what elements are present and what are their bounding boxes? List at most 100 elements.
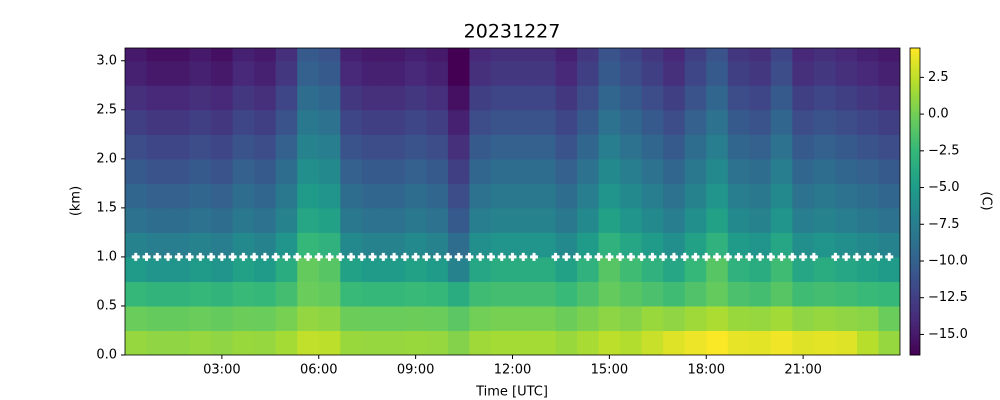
heatmap-cell xyxy=(146,134,169,160)
colorbar-segment xyxy=(910,150,920,154)
heatmap-cell xyxy=(835,281,858,307)
heatmap-cell xyxy=(275,60,298,86)
colorbar-segment xyxy=(910,58,920,62)
heatmap-cell xyxy=(383,109,406,135)
heatmap-cell xyxy=(813,256,836,282)
heatmap-cell xyxy=(835,183,858,209)
heatmap-cell xyxy=(620,158,643,184)
heatmap-cell xyxy=(426,134,449,160)
heatmap-cell xyxy=(598,330,621,355)
heatmap-cell xyxy=(749,305,772,331)
heatmap-cell xyxy=(641,109,664,135)
overlay-point xyxy=(303,252,312,261)
overlay-point xyxy=(766,252,775,261)
heatmap-cell xyxy=(125,60,148,86)
colorbar-segment xyxy=(910,293,920,297)
colorbar-segment xyxy=(910,175,920,179)
heatmap-cell xyxy=(168,256,191,282)
heatmap-cell xyxy=(813,232,836,258)
heatmap-cell xyxy=(146,109,169,135)
colorbar-segment xyxy=(910,140,920,144)
overlay-point xyxy=(713,252,722,261)
overlay-point xyxy=(185,252,194,261)
overlay-point xyxy=(530,252,539,261)
heatmap-cell xyxy=(620,232,643,258)
colorbar-segment xyxy=(910,303,920,307)
heatmap-cell xyxy=(577,207,600,233)
heatmap-cell xyxy=(835,109,858,135)
heatmap-cell xyxy=(340,207,363,233)
heatmap-cell xyxy=(770,85,793,111)
colorbar-segment xyxy=(910,314,920,318)
y-tick-label: 0.5 xyxy=(96,298,117,313)
colorbar-segment xyxy=(910,65,920,69)
overlay-point xyxy=(680,252,689,261)
colorbar-segment xyxy=(910,145,920,149)
overlay-point xyxy=(476,252,485,261)
heatmap-cell xyxy=(684,281,707,307)
heatmap-cell xyxy=(146,330,169,355)
colorbar-segment xyxy=(910,331,920,336)
colorbar-segment xyxy=(910,173,920,177)
heatmap-cell xyxy=(856,305,879,331)
colorbar-segment xyxy=(910,257,920,261)
heatmap-cell xyxy=(275,134,298,160)
heatmap-cell xyxy=(125,281,148,307)
heatmap-cell xyxy=(512,60,535,86)
heatmap-cell xyxy=(749,330,772,355)
heatmap-cell xyxy=(168,48,191,62)
heatmap-cell xyxy=(727,134,750,160)
heatmap-cell xyxy=(727,183,750,209)
colorbar-segment xyxy=(910,204,920,208)
heatmap-cell xyxy=(792,60,815,86)
colorbar-segment xyxy=(910,339,920,343)
heatmap-cell xyxy=(706,232,729,258)
colorbar-segment xyxy=(910,86,920,90)
heatmap-cell xyxy=(383,48,406,62)
heatmap-cell xyxy=(813,48,836,62)
heatmap-cell xyxy=(490,85,513,111)
colorbar-label: (C) xyxy=(979,191,994,210)
colorbar-segment xyxy=(910,188,920,192)
overlay-point xyxy=(863,252,872,261)
heatmap-cell xyxy=(232,109,255,135)
heatmap-cell xyxy=(211,60,234,86)
colorbar-segment xyxy=(910,273,920,277)
heatmap-cell xyxy=(189,48,212,62)
colorbar-segment xyxy=(910,137,920,141)
overlay-point xyxy=(702,252,711,261)
heatmap-cell xyxy=(577,134,600,160)
colorbar-segment xyxy=(910,193,920,197)
colorbar-segment xyxy=(910,94,920,98)
heatmap-cell xyxy=(792,183,815,209)
colorbar-segment xyxy=(910,96,920,100)
heatmap-cell xyxy=(770,158,793,184)
colorbar-segment xyxy=(910,252,920,256)
y-tick-label: 2.5 xyxy=(96,102,117,117)
overlay-point xyxy=(605,252,614,261)
heatmap-cell xyxy=(598,134,621,160)
heatmap-cell xyxy=(211,330,234,355)
overlay-point xyxy=(368,252,377,261)
overlay-point xyxy=(400,252,409,261)
heatmap-cell xyxy=(146,207,169,233)
heatmap-cell xyxy=(211,85,234,111)
heatmap-cell xyxy=(490,232,513,258)
overlay-point xyxy=(562,252,571,261)
heatmap-cell xyxy=(706,109,729,135)
heatmap-cell xyxy=(297,207,320,233)
heatmap-cell xyxy=(856,330,879,355)
heatmap-cell xyxy=(706,207,729,233)
heatmap-cell xyxy=(813,207,836,233)
heatmap-cell xyxy=(684,256,707,282)
colorbar-segment xyxy=(910,326,920,330)
colorbar-segment xyxy=(910,60,920,64)
heatmap-cell xyxy=(232,232,255,258)
heatmap-cell xyxy=(534,183,557,209)
colorbar-segment xyxy=(910,158,920,162)
heatmap-cell xyxy=(297,232,320,258)
colorbar-segment xyxy=(910,291,920,295)
chart-title: 20231227 xyxy=(464,21,561,43)
y-tick-label: 1.0 xyxy=(96,249,117,264)
heatmap-cell xyxy=(813,134,836,160)
